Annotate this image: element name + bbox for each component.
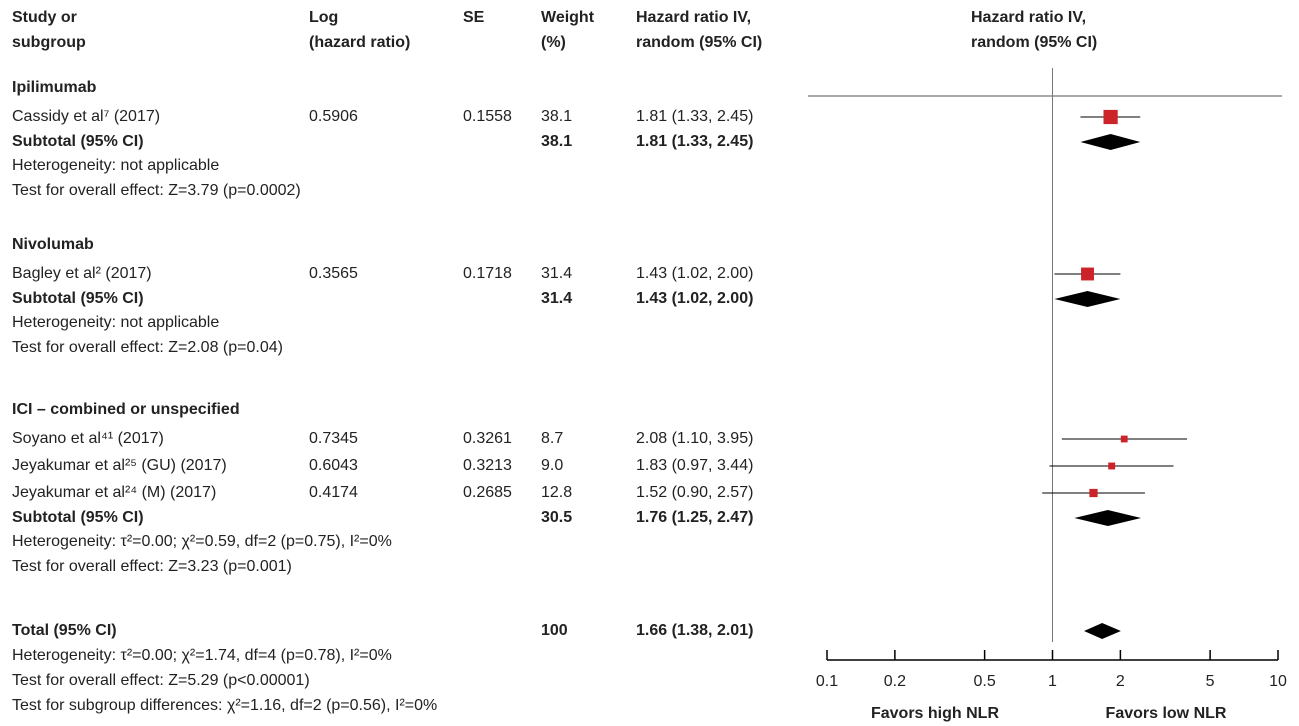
x-tick-label: 2	[1116, 673, 1125, 690]
column-header: Weight	[541, 9, 595, 26]
weight: 100	[541, 622, 568, 639]
x-tick-label: 0.5	[973, 673, 995, 690]
group-name: Nivolumab	[12, 236, 94, 253]
weight: 8.7	[541, 430, 563, 447]
overall-effect: Test for overall effect: Z=3.23 (p=0.001…	[12, 558, 292, 575]
weight: 31.4	[541, 290, 572, 307]
hazard-ratio: 1.81 (1.33, 2.45)	[636, 133, 753, 150]
study-name: Jeyakumar et al²⁵ (GU) (2017)	[12, 457, 227, 474]
se: 0.1558	[463, 108, 512, 125]
column-header: Log	[309, 9, 338, 26]
weight: 12.8	[541, 484, 572, 501]
weight: 38.1	[541, 108, 572, 125]
study-name: Bagley et al² (2017)	[12, 265, 152, 282]
x-tick-label: 1	[1048, 673, 1057, 690]
summary-diamond	[1054, 291, 1121, 307]
weight: 30.5	[541, 509, 572, 526]
plot-header: Hazard ratio IV,	[971, 9, 1086, 26]
se: 0.2685	[463, 484, 512, 501]
se: 0.3213	[463, 457, 512, 474]
se: 0.3261	[463, 430, 512, 447]
log-hr: 0.7345	[309, 430, 358, 447]
study-square	[1108, 462, 1116, 470]
study-name: Soyano et al⁴¹ (2017)	[12, 430, 164, 447]
hazard-ratio: 1.66 (1.38, 2.01)	[636, 622, 753, 639]
weight: 38.1	[541, 133, 572, 150]
log-hr: 0.6043	[309, 457, 358, 474]
hazard-ratio: 1.76 (1.25, 2.47)	[636, 509, 753, 526]
plot-header: random (95% CI)	[971, 34, 1097, 51]
heterogeneity: Heterogeneity: τ²=0.00; χ²=1.74, df=4 (p…	[12, 647, 392, 664]
hazard-ratio: 1.81 (1.33, 2.45)	[636, 108, 753, 125]
study-name: Jeyakumar et al²⁴ (M) (2017)	[12, 484, 216, 501]
axis-label-right: Favors low NLR	[1106, 705, 1227, 722]
hazard-ratio: 1.52 (0.90, 2.57)	[636, 484, 753, 501]
subtotal-label: Subtotal (95% CI)	[12, 290, 144, 307]
study-square	[1089, 488, 1098, 498]
x-tick-label: 5	[1206, 673, 1215, 690]
study-square	[1081, 267, 1094, 281]
log-hr: 0.5906	[309, 108, 358, 125]
study-name: Cassidy et al⁷ (2017)	[12, 108, 160, 125]
heterogeneity: Heterogeneity: τ²=0.00; χ²=0.59, df=2 (p…	[12, 533, 392, 550]
overall-effect: Test for overall effect: Z=2.08 (p=0.04)	[12, 339, 283, 356]
subtotal-label: Subtotal (95% CI)	[12, 133, 144, 150]
axis-label-left: Favors high NLR	[871, 705, 999, 722]
heterogeneity: Heterogeneity: not applicable	[12, 314, 219, 331]
column-header: Hazard ratio IV,	[636, 9, 751, 26]
study-square	[1120, 435, 1128, 443]
column-header: (%)	[541, 34, 566, 51]
log-hr: 0.3565	[309, 265, 358, 282]
se: 0.1718	[463, 265, 512, 282]
column-header: (hazard ratio)	[309, 34, 410, 51]
total-label: Total (95% CI)	[12, 622, 117, 639]
column-header: SE	[463, 9, 485, 26]
x-tick-label: 0.2	[884, 673, 906, 690]
weight: 9.0	[541, 457, 563, 474]
overall-effect: Test for overall effect: Z=3.79 (p=0.000…	[12, 182, 301, 199]
overall-effect: Test for overall effect: Z=5.29 (p<0.000…	[12, 672, 310, 689]
x-tick-label: 0.1	[816, 673, 838, 690]
weight: 31.4	[541, 265, 572, 282]
subtotal-label: Subtotal (95% CI)	[12, 509, 144, 526]
column-header: Study or	[12, 9, 77, 26]
hazard-ratio: 1.83 (0.97, 3.44)	[636, 457, 753, 474]
summary-diamond	[1084, 623, 1121, 639]
heterogeneity: Heterogeneity: not applicable	[12, 157, 219, 174]
column-header: subgroup	[12, 34, 86, 51]
hazard-ratio: 1.43 (1.02, 2.00)	[636, 265, 753, 282]
summary-diamond	[1074, 510, 1142, 526]
hazard-ratio: 2.08 (1.10, 3.95)	[636, 430, 753, 447]
hazard-ratio: 1.43 (1.02, 2.00)	[636, 290, 753, 307]
summary-diamond	[1080, 134, 1141, 150]
subgroup-differences: Test for subgroup differences: χ²=1.16, …	[12, 697, 437, 714]
group-name: ICI – combined or unspecified	[12, 401, 240, 418]
group-name: Ipilimumab	[12, 79, 97, 96]
column-header: random (95% CI)	[636, 34, 762, 51]
log-hr: 0.4174	[309, 484, 358, 501]
study-square	[1103, 109, 1118, 125]
x-tick-label: 10	[1269, 673, 1287, 690]
